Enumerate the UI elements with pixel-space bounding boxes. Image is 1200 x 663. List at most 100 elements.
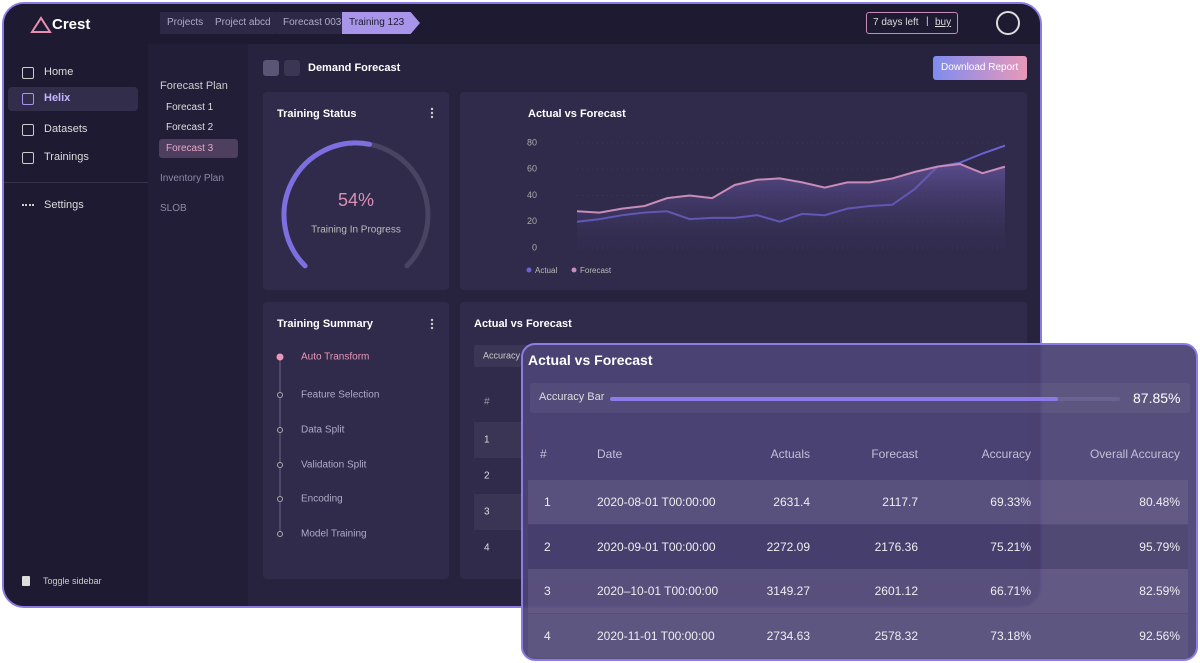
series-line [576, 162, 1006, 214]
table-cell: 95.79% [1139, 540, 1180, 554]
forward-button[interactable] [284, 60, 300, 76]
legend-label: Forecast [580, 266, 612, 275]
summary-panel [263, 302, 449, 579]
nav-item[interactable]: Datasets [44, 123, 88, 135]
summary-title: Training Summary [277, 318, 373, 330]
nav-settings-icon-text[interactable]: Settings [44, 199, 84, 211]
toggle-icon [22, 576, 30, 586]
settings-icon [22, 204, 34, 208]
breadcrumb-label[interactable]: Projects [167, 17, 204, 28]
plan-inventory[interactable]: Inventory Plan [160, 173, 224, 184]
table-cell: 3149.27 [766, 584, 810, 598]
filter-box [474, 345, 534, 367]
step-label: Auto Transform [301, 352, 369, 363]
table-cell: 2578.32 [874, 629, 918, 643]
table-cell: 4 [544, 629, 551, 643]
step-label: Model Training [301, 529, 367, 540]
table-header: Date [597, 447, 623, 461]
gauge-progress [281, 140, 372, 269]
step-dot [277, 462, 283, 468]
filter-label: Accuracy [483, 350, 521, 360]
breadcrumb[interactable] [342, 12, 420, 34]
table-cell: 2020-11-01 T00:00:00 [597, 629, 715, 643]
menu-dot [430, 326, 434, 330]
offset-group: 54% Training In Progress Auto Transform Fea… [276, 107, 1006, 554]
y-tick-label: 40 [527, 190, 537, 200]
table-cell: 2734.63 [766, 629, 810, 643]
trial-box [866, 12, 958, 34]
page-title: Demand Forecast [308, 62, 401, 74]
legend-label: Actual [535, 266, 557, 275]
nav-item[interactable]: Helix [44, 92, 71, 104]
y-tick-label: 0 [532, 242, 537, 252]
plan-column [148, 44, 248, 606]
table-cell: 3 [544, 584, 551, 598]
breadcrumb[interactable] [276, 12, 350, 34]
status-title: Training Status [277, 108, 357, 120]
nav-icon [22, 124, 34, 136]
legend-dot [571, 267, 577, 273]
plan-slob[interactable]: SLOB [160, 203, 187, 214]
breadcrumb-label[interactable]: Training 123 [349, 17, 405, 28]
download-button[interactable] [933, 56, 1027, 80]
table-cell: 2272.09 [766, 540, 810, 554]
table-cell: 1 [544, 495, 551, 509]
table-cell: 2020–10-01 T00:00:00 [597, 584, 719, 598]
table-cell: 75.21% [990, 540, 1031, 554]
buy-link[interactable]: buy [935, 17, 952, 28]
table-cell: 2 [544, 540, 551, 554]
trial-separator: | [926, 16, 929, 27]
nav-item[interactable]: Home [44, 66, 74, 78]
plan-item[interactable]: Forecast 3 [166, 143, 214, 154]
table-header: Accuracy [981, 447, 1031, 461]
table-row [528, 525, 1188, 569]
logo-text: Crest [52, 16, 91, 33]
sidebar-divider [4, 182, 148, 183]
nav-icon [22, 93, 34, 105]
table-header: # [540, 447, 547, 461]
plan-item[interactable]: Forecast 1 [166, 102, 214, 113]
breadcrumb[interactable] [160, 12, 216, 34]
step-label: Validation Split [301, 460, 367, 471]
table-cell: 2020-09-01 T00:00:00 [597, 540, 716, 554]
toggle-sidebar[interactable]: Toggle sidebar [43, 576, 102, 586]
nav-item[interactable]: Trainings [44, 151, 89, 163]
step-label: Data Split [301, 425, 345, 436]
plan-active [159, 139, 238, 158]
table-header: Actuals [770, 447, 810, 461]
table-cell: 2117.7 [882, 495, 918, 509]
table-panel-title: Actual vs Forecast [474, 318, 572, 330]
breadcrumb[interactable] [208, 12, 284, 34]
menu-dot [430, 318, 434, 322]
accuracy-value: 87.85% [1133, 390, 1181, 406]
menu-dot [430, 115, 434, 119]
table-cell: 2631.4 [773, 495, 810, 509]
table-row [528, 614, 1188, 658]
y-tick-label: 20 [527, 216, 537, 226]
back-button[interactable] [263, 60, 279, 76]
step-dot [276, 353, 284, 361]
table-cell: 73.18% [990, 629, 1031, 643]
progress-label: 54% [338, 190, 374, 210]
step-dot [277, 531, 283, 537]
nav-active [8, 87, 138, 111]
legend-dot [526, 267, 532, 273]
forecast-area [577, 164, 1005, 248]
breadcrumb-label[interactable]: Project abcd [215, 17, 271, 28]
plan-item[interactable]: Forecast 2 [166, 122, 214, 133]
plan-title: Forecast Plan [160, 80, 228, 92]
breadcrumb-label[interactable]: Forecast 003 [283, 17, 342, 28]
table-cell: 2020-08-01 T00:00:00 [597, 495, 716, 509]
table-cell: 66.71% [990, 584, 1031, 598]
table-cell: 2176.36 [874, 540, 918, 554]
table-cell: 80.48% [1139, 495, 1180, 509]
table-cell: 92.56% [1139, 629, 1180, 643]
chart-title: Actual vs Forecast [528, 108, 626, 120]
overlay-title: Actual vs Forecast [528, 352, 653, 368]
progress-subtitle: Training In Progress [311, 225, 401, 236]
nav-icon [22, 67, 34, 79]
download-label[interactable]: Download Report [941, 62, 1019, 73]
step-label: Feature Selection [301, 390, 379, 401]
table-header: Forecast [871, 447, 918, 461]
